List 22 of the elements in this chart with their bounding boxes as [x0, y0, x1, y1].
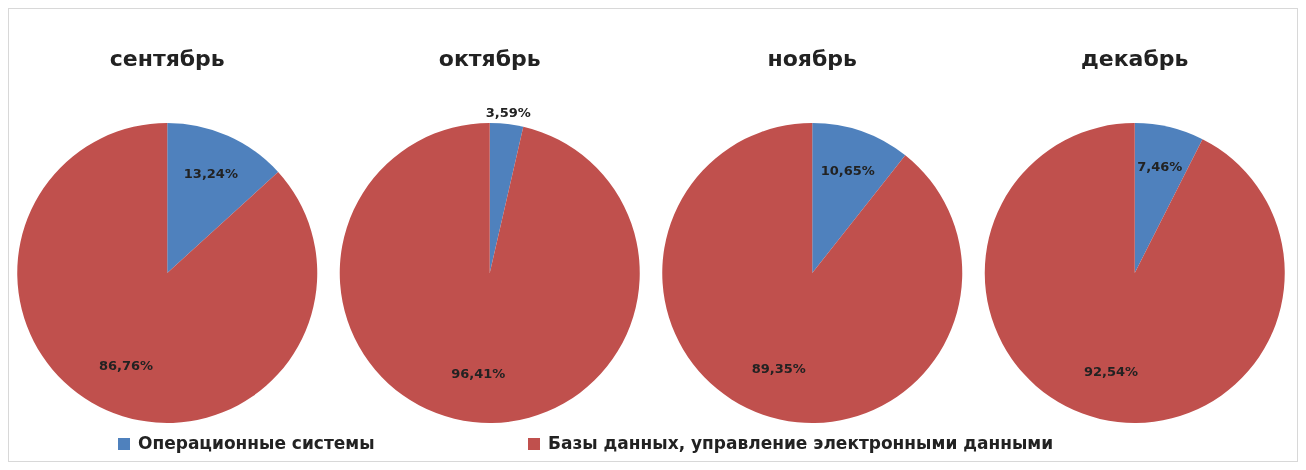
legend-label: Операционные системы: [138, 433, 375, 453]
chart-title: ноябрь: [767, 46, 857, 71]
pie-slice: [167, 123, 279, 273]
data-label: 92,54%: [1083, 363, 1139, 379]
chart-title: сентябрь: [109, 46, 225, 71]
pie-slice: [339, 123, 640, 423]
data-label: 3,59%: [485, 104, 531, 120]
data-label: 13,24%: [183, 165, 238, 181]
pie-slice: [1134, 123, 1203, 273]
pie-slice: [17, 123, 318, 423]
data-label: 86,76%: [98, 357, 154, 373]
pie-slice: [812, 123, 906, 273]
data-label: 10,65%: [820, 162, 875, 178]
chart-title: декабрь: [1081, 46, 1189, 71]
data-label: 7,46%: [1137, 159, 1183, 175]
data-label: 96,41%: [451, 365, 506, 381]
pie-slice: [984, 123, 1285, 423]
chart-title: октябрь: [438, 46, 541, 71]
pie-slice: [489, 123, 524, 273]
data-label: 89,35%: [751, 360, 806, 376]
pie-slice: [662, 123, 963, 423]
legend-label: Базы данных, управление электронными данными: [548, 433, 1054, 453]
